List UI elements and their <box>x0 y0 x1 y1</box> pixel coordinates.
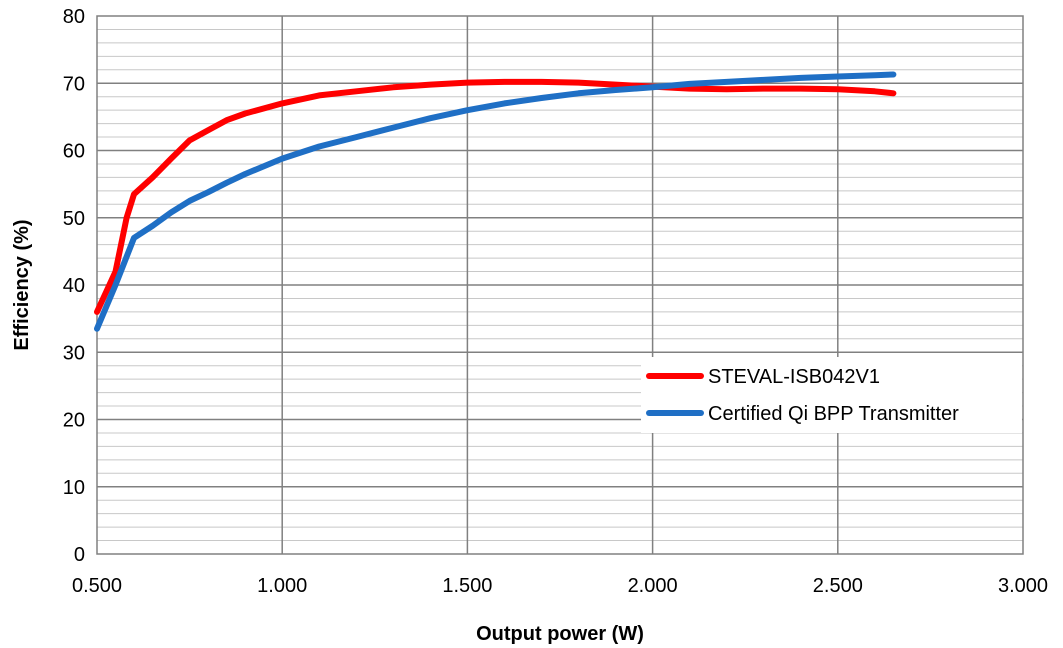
series-line-0 <box>94 78 897 315</box>
legend-label-steval: STEVAL-ISB042V1 <box>708 366 880 388</box>
y-tick-label: 60 <box>63 141 85 163</box>
major-gridlines <box>97 16 1023 554</box>
series-lines <box>94 71 897 332</box>
y-tick-label: 20 <box>63 410 85 432</box>
y-tick-label: 50 <box>63 208 85 230</box>
series-line-1 <box>94 71 897 332</box>
y-axis-tick-labels: 0 10 20 30 40 50 60 70 80 <box>63 6 85 566</box>
y-axis-title: Efficiency (%) <box>11 219 33 350</box>
plot-border <box>96 15 1024 555</box>
y-tick-label: 40 <box>63 275 85 297</box>
x-tick-label: 3.000 <box>998 575 1048 597</box>
x-axis-tick-labels: 0.500 1.000 1.500 2.000 2.500 3.000 <box>72 575 1048 597</box>
y-tick-label: 30 <box>63 342 85 364</box>
x-tick-label: 2.500 <box>813 575 863 597</box>
x-tick-label: 0.500 <box>72 575 122 597</box>
y-tick-label: 10 <box>63 477 85 499</box>
y-tick-label: 0 <box>74 544 85 566</box>
x-axis-title: Output power (W) <box>476 623 644 645</box>
x-tick-label: 1.000 <box>257 575 307 597</box>
legend-label-qi-bpp: Certified Qi BPP Transmitter <box>708 403 959 425</box>
x-tick-label: 1.500 <box>442 575 492 597</box>
legend: STEVAL-ISB042V1 Certified Qi BPP Transmi… <box>641 357 1022 433</box>
legend-box <box>641 357 1022 433</box>
y-tick-label: 80 <box>63 6 85 28</box>
x-tick-label: 2.000 <box>628 575 678 597</box>
y-tick-label: 70 <box>63 73 85 95</box>
